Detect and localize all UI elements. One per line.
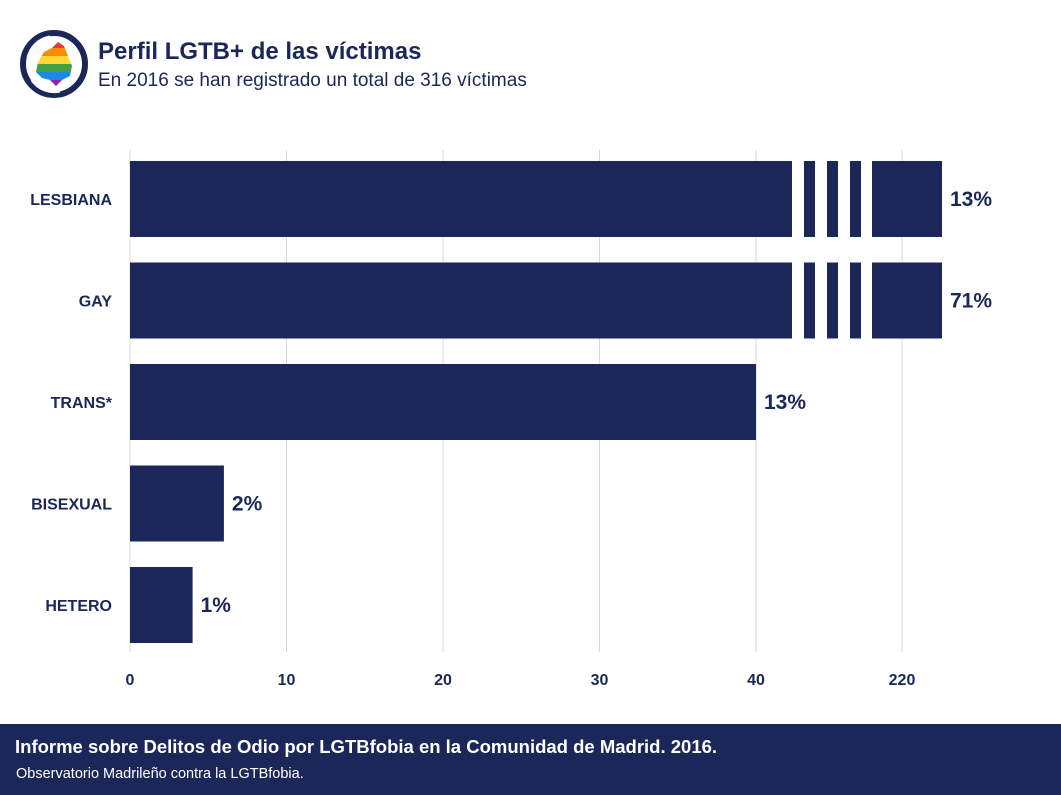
bar-chart-svg: 0 10 20 30 40 220 LESBIANA 13% GAY 71% TRANS* 13% BI… — [30, 150, 992, 689]
data-label: 13% — [764, 391, 806, 414]
bar-segment — [130, 262, 792, 339]
bar-segment — [850, 262, 861, 339]
bar-segment — [827, 161, 838, 237]
bar-segment — [872, 262, 942, 339]
category-label: LESBIANA — [30, 192, 112, 209]
bar — [130, 364, 756, 440]
chart-title: Perfil LGTB+ de las víctimas — [98, 38, 422, 65]
x-tick-label: 30 — [591, 672, 609, 689]
footer-subtitle: Observatorio Madrileño contra la LGTBfob… — [16, 766, 304, 782]
footer-banner: Informe sobre Delitos de Odio por LGTBfo… — [0, 724, 1061, 795]
category-label: TRANS* — [51, 395, 113, 412]
bar-segment — [804, 161, 815, 237]
bar-segment — [130, 161, 792, 237]
bar-segment — [850, 161, 861, 237]
observatorio-logo — [20, 30, 88, 98]
x-tick-label: 40 — [747, 672, 765, 689]
chart-header: Perfil LGTB+ de las víctimas En 2016 se … — [20, 30, 920, 102]
bar-chart: 0 10 20 30 40 220 LESBIANA 13% GAY 71% TRANS* 13% BI… — [0, 140, 1061, 700]
x-tick-label: 20 — [434, 672, 452, 689]
category-label: HETERO — [45, 598, 112, 615]
footer-title: Informe sobre Delitos de Odio por LGTBfo… — [15, 736, 718, 757]
bar-segment — [804, 262, 815, 339]
x-tick-label: 220 — [889, 672, 916, 689]
bar — [130, 465, 224, 542]
chart-subtitle: En 2016 se han registrado un total de 31… — [98, 70, 527, 91]
data-label: 1% — [201, 594, 232, 617]
bar — [130, 567, 193, 643]
bar-segment — [872, 161, 942, 237]
bar-segment — [827, 262, 838, 339]
x-tick-label: 10 — [278, 672, 296, 689]
x-tick-label: 0 — [126, 672, 135, 689]
category-label: BISEXUAL — [31, 497, 112, 514]
data-label: 71% — [950, 290, 992, 313]
data-label: 13% — [950, 188, 992, 211]
category-label: GAY — [79, 294, 113, 311]
data-label: 2% — [232, 493, 263, 516]
